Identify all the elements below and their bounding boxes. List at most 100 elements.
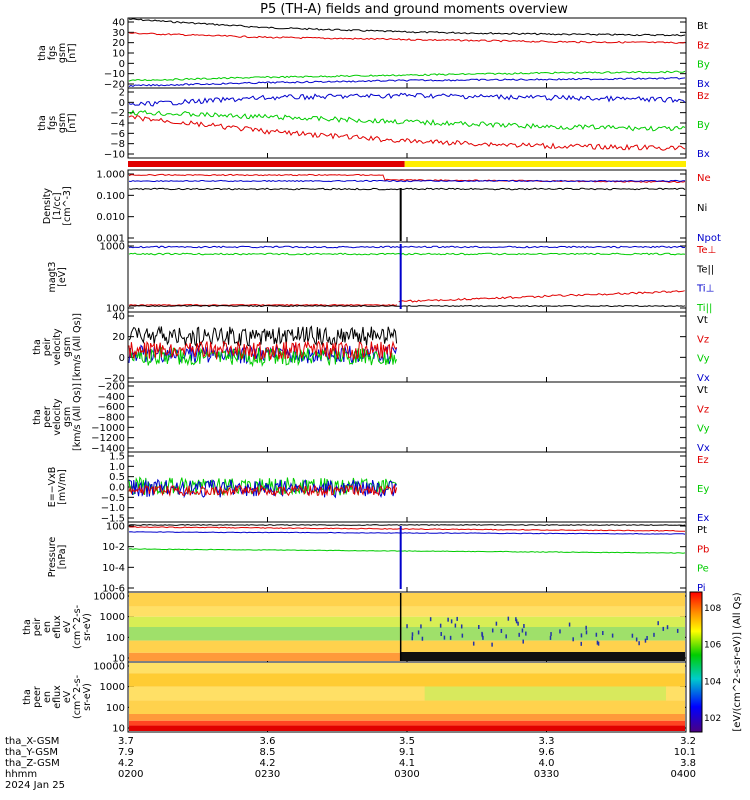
- npot-line: [128, 179, 685, 183]
- y-axis-label-line: gsm: [62, 337, 73, 357]
- te-perp-line-b: [398, 290, 685, 303]
- y-axis-label-line: tha: [22, 619, 33, 635]
- legend-label: Bx: [697, 149, 710, 160]
- colorbar-tick: 104: [704, 677, 721, 687]
- y-axis-label-line: magt3: [47, 262, 58, 293]
- legend-label: Pi: [697, 583, 706, 594]
- legend-label: Vx: [697, 373, 710, 384]
- velocity-line: [128, 346, 398, 368]
- spectrogram-green-patch: [424, 686, 666, 701]
- y-axis-label-line: [eV]: [57, 267, 68, 287]
- spectrogram-speck: [440, 632, 442, 637]
- y-axis-label-line: fgs: [47, 116, 58, 130]
- y-axis-label-line: tha: [32, 339, 43, 355]
- spectrogram-speck: [646, 635, 648, 640]
- ni-line: [128, 187, 686, 191]
- spectrogram-speck: [417, 630, 420, 635]
- y-axis-label-line: Pressure: [47, 537, 58, 578]
- panel-10: tha peer en eflux eV (cm^2-s-sr-eV)10000 1000 1…: [22, 661, 687, 735]
- y-axis-label-line: tha: [22, 689, 33, 705]
- y-tick-label: −2: [110, 108, 125, 119]
- y-axis-label-line: (cm^2-s-: [72, 675, 83, 719]
- x-axis-z-gsm: 4.0: [539, 758, 555, 769]
- legend-label: Vt: [697, 315, 708, 326]
- y-tick-label: 0.001: [96, 234, 125, 245]
- x-axis-x-gsm: 3.2: [680, 736, 696, 747]
- spectrogram-speck: [518, 632, 520, 637]
- y-axis-label-line: gsm: [57, 43, 68, 63]
- legend-label: Bt: [697, 21, 708, 32]
- y-axis-label-line: en: [42, 621, 53, 633]
- y-axis-label-line: gsm: [57, 113, 68, 133]
- colorbar-tick: 102: [704, 714, 721, 724]
- x-axis-x-gsm: 3.6: [260, 736, 276, 747]
- panel-frame: [127, 17, 687, 89]
- legend-label: Vz: [697, 334, 709, 345]
- te-par-line: [128, 304, 686, 308]
- spectrogram-speck: [595, 632, 598, 637]
- colorbar-tick: 106: [704, 641, 721, 651]
- y-tick-label: 10-2: [102, 542, 125, 553]
- pi-line: [128, 531, 686, 535]
- velocity-line: [128, 340, 397, 362]
- y-axis-label-line: sr-eV): [82, 683, 93, 711]
- x-axis-time: 0330: [534, 769, 559, 780]
- y-tick-label: 0: [119, 98, 125, 109]
- y-axis-label-line: eflux: [52, 685, 63, 709]
- spectrogram-band: [129, 673, 685, 687]
- legend-label: Ex: [697, 513, 709, 524]
- y-axis-label-line: eV: [62, 620, 73, 633]
- colorbar-label: [eV/(cm^2-s-sr-eV)] (All Qs): [732, 592, 743, 731]
- y-tick-label: −400: [98, 392, 125, 403]
- y-tick-label: −1400: [91, 444, 125, 455]
- x-axis-y-gsm: 8.5: [260, 747, 276, 758]
- panel-3: Density [1/cc] [cm^-3] 1.000 0.100 0.010 0.001…: [42, 169, 721, 245]
- velocity-line: [128, 325, 398, 348]
- y-tick-label: 10: [112, 654, 125, 665]
- y-tick-label: 1000: [100, 242, 125, 253]
- y-axis-label-line: gsm: [62, 407, 73, 427]
- legend-label: Pe: [697, 564, 709, 575]
- spectrogram-speck: [515, 619, 518, 624]
- panel-frame: [127, 381, 687, 453]
- x-axis-z-gsm: 4.1: [399, 758, 415, 769]
- x-axis-z-gsm: 4.2: [260, 758, 276, 769]
- spectrogram-band: [129, 593, 685, 607]
- spectrogram-speck: [559, 629, 561, 634]
- y-axis-label-line: peer: [32, 686, 43, 708]
- series-line: [128, 92, 686, 107]
- ti-perp-line: [128, 245, 686, 249]
- y-axis-label-line: [nPa]: [57, 545, 68, 570]
- pe-line: [128, 548, 686, 554]
- x-axis-y-gsm: 7.9: [118, 747, 134, 758]
- legend-label: Npot: [697, 233, 721, 244]
- spectrogram-band: [129, 640, 685, 653]
- y-tick-label: 100: [106, 304, 125, 315]
- colorbar-gradient: [689, 591, 703, 733]
- spectrogram-speck: [411, 632, 414, 637]
- y-tick-label: 10-6: [102, 584, 125, 595]
- y-tick-label: 0: [119, 59, 125, 70]
- y-axis-label-line: [1/cc]: [52, 192, 63, 219]
- x-axis-time: 0230: [255, 769, 280, 780]
- y-tick-label: 10: [112, 49, 125, 60]
- y-axis-label-line: [nT]: [67, 113, 78, 132]
- series-line: [128, 115, 686, 151]
- spectrogram-speck: [602, 631, 604, 636]
- spectrogram-speck: [631, 633, 634, 638]
- y-axis-label-line: peer: [42, 406, 53, 428]
- series-line: [128, 109, 686, 132]
- y-axis-label-line: [mV/m]: [57, 469, 68, 505]
- y-tick-label: 1000: [100, 612, 125, 623]
- y-tick-label: 30: [112, 28, 125, 39]
- y-axis-label-line: Density: [42, 188, 53, 224]
- legend-label: Bz: [697, 91, 709, 102]
- y-tick-label: −10: [104, 69, 125, 80]
- spectrogram-speck: [507, 616, 510, 621]
- spectrogram-noise-floor: [400, 652, 685, 661]
- spectrogram-speck: [585, 630, 588, 635]
- colorbar: 108 106 104 102 [eV/(cm^2-s-sr-eV)] (All Qs): [689, 591, 743, 733]
- spectrogram-speck: [472, 641, 475, 646]
